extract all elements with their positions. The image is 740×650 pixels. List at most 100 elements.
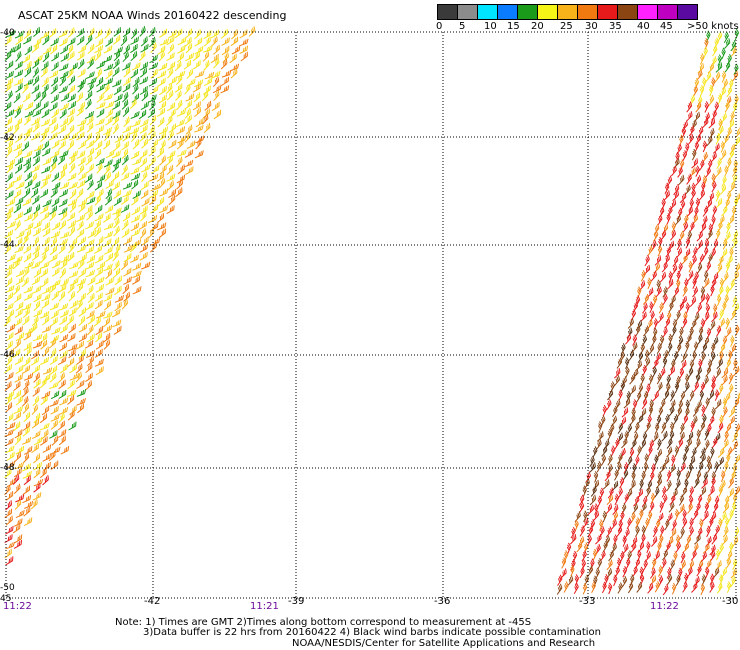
wind-barb bbox=[610, 445, 616, 457]
wind-barb bbox=[574, 511, 581, 523]
wind-barb bbox=[176, 179, 184, 190]
wind-barb bbox=[121, 195, 129, 205]
wind-barb bbox=[66, 315, 74, 326]
wind-barb bbox=[4, 35, 12, 46]
wind-barb bbox=[596, 460, 602, 473]
wind-barb bbox=[112, 319, 122, 328]
wind-barb bbox=[605, 503, 613, 514]
wind-barb bbox=[648, 374, 654, 386]
wind-barb bbox=[667, 206, 673, 218]
wind-barb bbox=[674, 151, 680, 164]
wind-barb bbox=[602, 404, 607, 417]
wind-barb bbox=[13, 123, 20, 135]
wind-barb bbox=[12, 523, 21, 534]
wind-barb bbox=[13, 317, 22, 327]
wind-barb bbox=[656, 279, 661, 292]
wind-barb bbox=[728, 407, 736, 418]
wind-barb bbox=[710, 446, 715, 459]
wind-barb bbox=[32, 156, 40, 167]
wind-barb bbox=[696, 527, 703, 539]
wind-barb bbox=[640, 311, 647, 322]
wind-barb bbox=[15, 196, 24, 206]
wind-barb bbox=[94, 292, 103, 302]
wind-barb bbox=[33, 453, 41, 464]
wind-barb bbox=[678, 326, 684, 339]
wind-barb bbox=[672, 414, 679, 426]
wind-barb bbox=[51, 108, 59, 119]
wind-barb bbox=[674, 508, 680, 521]
wind-barb bbox=[13, 174, 22, 183]
wind-barb bbox=[687, 502, 693, 514]
wind-barb bbox=[114, 301, 122, 312]
wind-barb bbox=[14, 30, 24, 39]
wind-barb bbox=[663, 190, 670, 201]
wind-barb bbox=[666, 437, 673, 449]
wind-barb bbox=[593, 503, 599, 516]
wind-barb bbox=[158, 131, 166, 142]
wind-barb bbox=[96, 83, 105, 93]
wind-barb bbox=[649, 399, 654, 411]
wind-barb bbox=[680, 199, 686, 212]
wind-barb bbox=[625, 366, 630, 379]
wind-barb bbox=[726, 446, 733, 458]
wind-barb bbox=[42, 444, 52, 453]
wind-barb bbox=[5, 60, 14, 70]
wind-barb bbox=[203, 60, 210, 71]
wind-barb bbox=[94, 358, 104, 367]
wind-barb bbox=[40, 395, 48, 406]
wind-barb bbox=[574, 574, 580, 586]
wind-barb bbox=[669, 528, 677, 539]
wind-barb bbox=[614, 438, 620, 450]
wind-barb bbox=[239, 45, 249, 54]
wind-barb bbox=[147, 228, 155, 239]
wind-barb bbox=[637, 541, 645, 553]
wind-barb bbox=[690, 447, 697, 459]
wind-barb bbox=[4, 429, 14, 437]
wind-barb bbox=[87, 147, 95, 158]
wind-barb bbox=[50, 187, 58, 198]
wind-barb bbox=[566, 542, 572, 555]
wind-barb bbox=[59, 108, 67, 119]
wind-barb bbox=[60, 210, 68, 221]
wind-barb bbox=[640, 373, 645, 386]
wind-barb bbox=[58, 140, 66, 150]
wind-barb bbox=[607, 487, 614, 499]
wind-barb bbox=[731, 230, 739, 242]
color-scale-label: 30 bbox=[585, 21, 598, 32]
wind-barb bbox=[212, 84, 222, 94]
wind-barb bbox=[33, 293, 42, 303]
wind-barb bbox=[149, 85, 159, 95]
wind-barb bbox=[6, 220, 16, 229]
wind-barb bbox=[50, 419, 58, 430]
wind-barb bbox=[150, 238, 161, 246]
wind-barb bbox=[113, 85, 122, 96]
wind-barb bbox=[175, 156, 183, 167]
wind-barb bbox=[623, 528, 630, 540]
wind-barb bbox=[696, 334, 703, 346]
wind-barb bbox=[636, 581, 643, 593]
wind-barb bbox=[604, 574, 609, 586]
wind-barb bbox=[711, 180, 717, 193]
wind-barb bbox=[616, 357, 623, 369]
wind-barb bbox=[67, 220, 76, 229]
wind-barb bbox=[717, 286, 724, 298]
wind-barb bbox=[85, 261, 95, 270]
wind-barb bbox=[150, 183, 161, 192]
wind-barb bbox=[67, 283, 75, 294]
wind-barb bbox=[729, 111, 735, 123]
wind-barb bbox=[166, 89, 174, 101]
wind-barb bbox=[22, 495, 32, 504]
wind-barb bbox=[50, 37, 59, 47]
wind-barb bbox=[149, 242, 157, 253]
wind-barb bbox=[122, 132, 130, 142]
wind-barb bbox=[102, 83, 110, 95]
wind-barb bbox=[122, 27, 131, 38]
wind-barb bbox=[49, 210, 56, 222]
wind-barb bbox=[719, 479, 726, 491]
map-title: ASCAT 25KM NOAA Winds 20160422 descendin… bbox=[18, 9, 287, 22]
wind-barb bbox=[641, 398, 648, 410]
wind-barb bbox=[671, 325, 677, 338]
wind-barb bbox=[186, 140, 196, 149]
wind-barb bbox=[674, 381, 680, 394]
wind-barb bbox=[14, 78, 24, 86]
